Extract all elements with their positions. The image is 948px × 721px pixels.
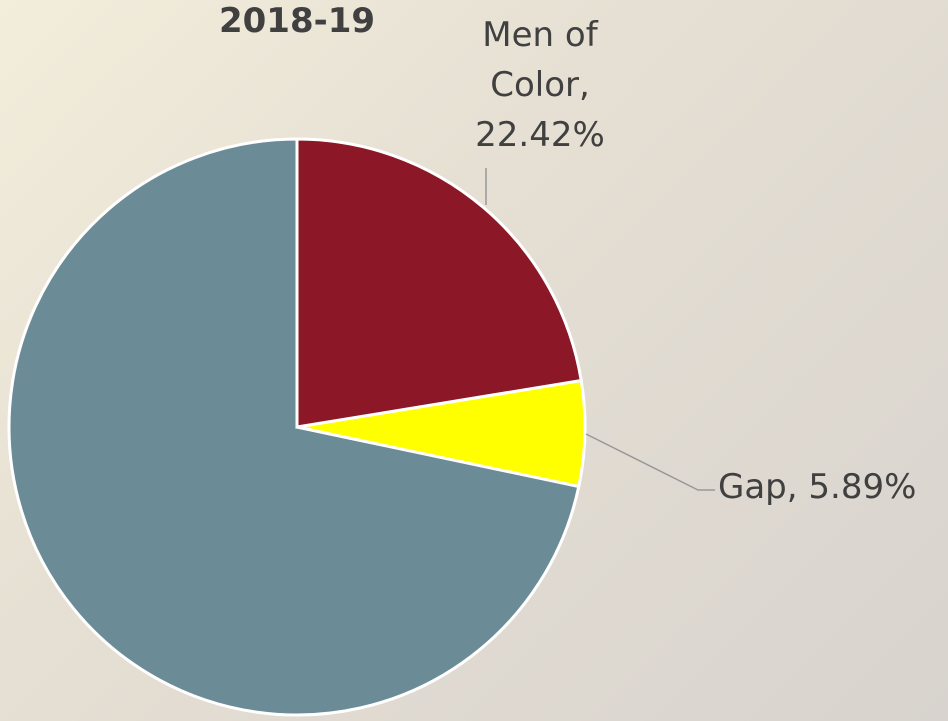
data-label: Gap, 5.89% (718, 467, 917, 507)
pie-slice (295, 137, 583, 429)
pie-slice (7, 137, 581, 717)
chart-title: 2018-19 (218, 1, 376, 41)
data-label: Men of Color, 22.42% (475, 15, 605, 155)
leader-line (585, 433, 715, 491)
